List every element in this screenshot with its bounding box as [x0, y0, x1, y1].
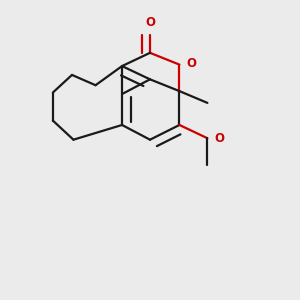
Text: O: O: [214, 132, 224, 145]
Text: O: O: [145, 16, 155, 29]
Text: O: O: [186, 57, 196, 70]
